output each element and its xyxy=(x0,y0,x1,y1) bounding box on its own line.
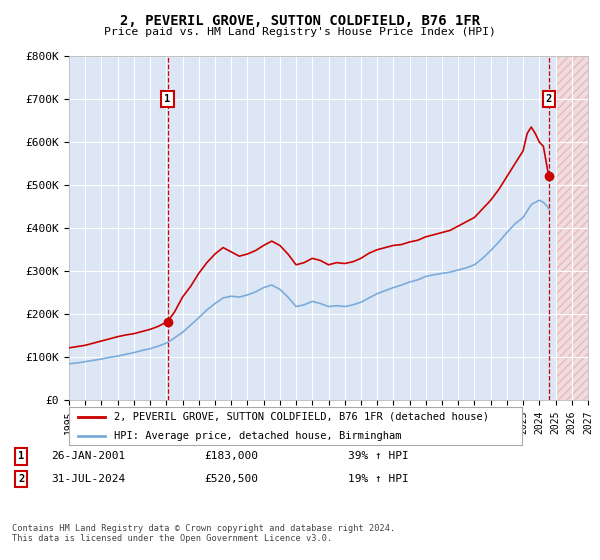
Text: 19% ↑ HPI: 19% ↑ HPI xyxy=(348,474,409,484)
Text: 1: 1 xyxy=(18,451,24,461)
Text: 26-JAN-2001: 26-JAN-2001 xyxy=(51,451,125,461)
Text: £520,500: £520,500 xyxy=(204,474,258,484)
Text: 2: 2 xyxy=(545,94,552,104)
Text: HPI: Average price, detached house, Birmingham: HPI: Average price, detached house, Birm… xyxy=(115,431,402,441)
Text: Contains HM Land Registry data © Crown copyright and database right 2024.
This d: Contains HM Land Registry data © Crown c… xyxy=(12,524,395,543)
Text: Price paid vs. HM Land Registry's House Price Index (HPI): Price paid vs. HM Land Registry's House … xyxy=(104,27,496,37)
Text: 2: 2 xyxy=(18,474,24,484)
Text: 1: 1 xyxy=(164,94,171,104)
Text: 39% ↑ HPI: 39% ↑ HPI xyxy=(348,451,409,461)
Text: 2, PEVERIL GROVE, SUTTON COLDFIELD, B76 1FR: 2, PEVERIL GROVE, SUTTON COLDFIELD, B76 … xyxy=(120,14,480,28)
Bar xyxy=(556,56,588,400)
Text: 31-JUL-2024: 31-JUL-2024 xyxy=(51,474,125,484)
Text: 2, PEVERIL GROVE, SUTTON COLDFIELD, B76 1FR (detached house): 2, PEVERIL GROVE, SUTTON COLDFIELD, B76 … xyxy=(115,412,490,422)
Text: £183,000: £183,000 xyxy=(204,451,258,461)
Bar xyxy=(556,56,588,400)
